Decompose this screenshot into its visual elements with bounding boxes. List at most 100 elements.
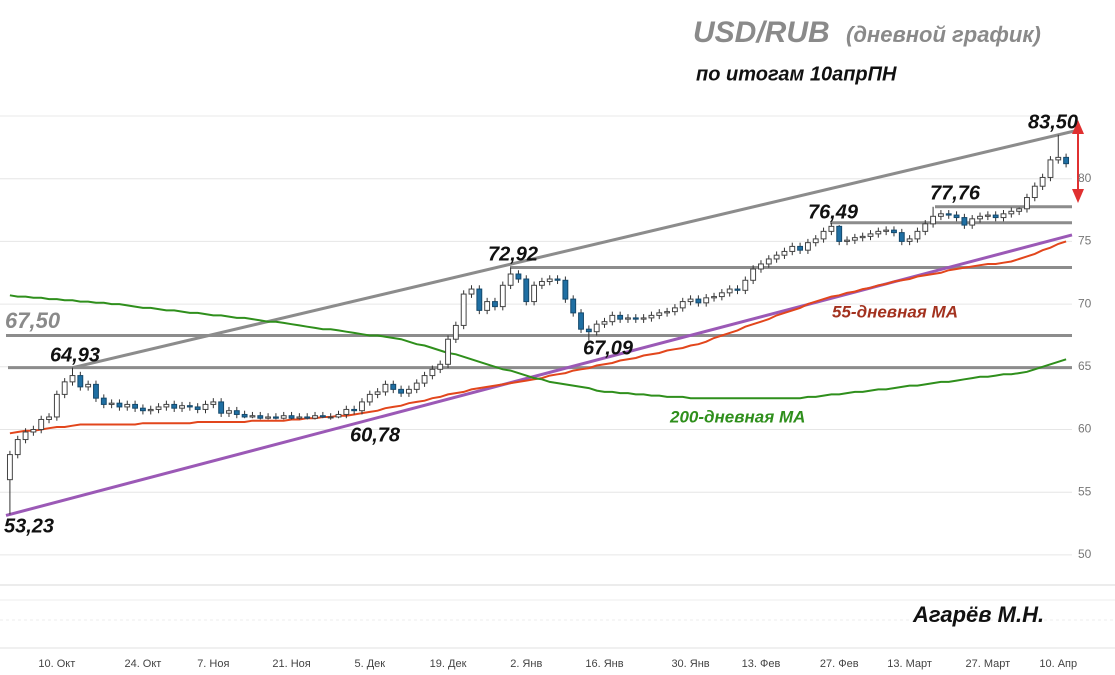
candle-body bbox=[265, 416, 272, 419]
candle-body bbox=[351, 408, 358, 412]
level-label: 60,78 bbox=[350, 424, 401, 446]
y-tick-label: 65 bbox=[1078, 359, 1092, 373]
candle-body bbox=[499, 284, 506, 308]
candle-body bbox=[1055, 156, 1062, 161]
candle-body bbox=[359, 401, 365, 412]
candle-body bbox=[844, 239, 850, 242]
candle-body bbox=[1008, 210, 1015, 215]
level-label: 67,50 bbox=[5, 308, 61, 333]
y-tick-label: 55 bbox=[1078, 484, 1092, 498]
candle-body bbox=[562, 279, 569, 300]
candle-body bbox=[335, 413, 342, 418]
candle-body bbox=[773, 254, 780, 260]
candle-body bbox=[820, 230, 827, 240]
candle-body bbox=[468, 288, 475, 295]
candle-body bbox=[945, 213, 952, 216]
candle-body bbox=[139, 407, 146, 412]
candle-body bbox=[546, 278, 553, 283]
candle-body bbox=[132, 403, 139, 409]
candle-body bbox=[445, 338, 451, 365]
candle-body bbox=[789, 245, 796, 252]
candle-body bbox=[476, 288, 483, 311]
chart-subtitle: по итогам 10апрПН bbox=[696, 63, 897, 85]
level-label: 77,76 bbox=[930, 182, 981, 204]
candle-body bbox=[898, 232, 905, 242]
candle-body bbox=[46, 416, 52, 420]
candle-body bbox=[429, 368, 436, 377]
y-tick-label: 75 bbox=[1078, 234, 1092, 248]
x-tick-label: 24. Окт bbox=[124, 658, 161, 670]
candle-body bbox=[1016, 208, 1023, 212]
candle-body bbox=[914, 230, 921, 240]
candle-body bbox=[69, 375, 76, 383]
candle-body bbox=[179, 405, 185, 409]
ma-line bbox=[9, 294, 1067, 400]
candle-body bbox=[484, 301, 491, 311]
ma-label: 200-дневная МА bbox=[669, 407, 805, 426]
candle-body bbox=[859, 235, 866, 239]
candle-body bbox=[585, 328, 592, 333]
candle-body bbox=[366, 393, 373, 403]
candle-body bbox=[38, 418, 45, 431]
candle-body bbox=[531, 284, 538, 303]
candle-body bbox=[296, 416, 303, 419]
candle-body bbox=[718, 292, 725, 298]
x-tick-label: 10. Апр bbox=[1039, 658, 1077, 670]
x-tick-label: 30. Янв bbox=[671, 658, 709, 670]
candle-body bbox=[703, 297, 710, 304]
candle-body bbox=[421, 375, 428, 384]
level-label: 53,23 bbox=[4, 515, 54, 537]
candle-body bbox=[812, 238, 819, 244]
candle-body bbox=[664, 311, 671, 314]
trend-line bbox=[72, 129, 1076, 370]
candle-body bbox=[969, 218, 976, 226]
candle-body bbox=[1039, 176, 1046, 187]
candle-body bbox=[828, 225, 835, 232]
candle-body bbox=[671, 307, 678, 313]
candle-body bbox=[836, 225, 843, 242]
candle-body bbox=[726, 288, 733, 294]
candle-body bbox=[77, 375, 84, 388]
x-tick-label: 13. Март bbox=[887, 658, 932, 670]
candle-body bbox=[984, 214, 991, 217]
candle-body bbox=[382, 383, 389, 393]
candle-body bbox=[937, 213, 944, 217]
candle-body bbox=[523, 278, 530, 303]
candle-body bbox=[249, 415, 256, 418]
candle-body bbox=[601, 321, 608, 325]
candle-body bbox=[374, 391, 381, 395]
candle-body bbox=[883, 229, 890, 232]
x-tick-label: 2. Янв bbox=[510, 658, 542, 670]
candle-body bbox=[30, 429, 37, 433]
candle-body bbox=[288, 415, 295, 419]
candle-body bbox=[961, 217, 968, 226]
candle-body bbox=[781, 250, 788, 256]
candle-body bbox=[413, 382, 420, 390]
candle-body bbox=[625, 317, 631, 320]
candle-body bbox=[6, 454, 13, 481]
candle-body bbox=[617, 314, 624, 320]
range-arrow bbox=[1072, 120, 1084, 203]
candle-body bbox=[155, 406, 162, 410]
candle-body bbox=[1063, 156, 1070, 165]
candle-body bbox=[797, 245, 804, 251]
candle-body bbox=[578, 312, 584, 330]
candle-body bbox=[14, 439, 21, 456]
candle-body bbox=[218, 401, 225, 414]
candle-body bbox=[609, 314, 616, 323]
x-tick-label: 16. Янв bbox=[585, 658, 623, 670]
candle-body bbox=[570, 298, 577, 314]
chart-title: USD/RUB bbox=[693, 16, 830, 49]
y-tick-label: 50 bbox=[1078, 547, 1092, 561]
candle-body bbox=[758, 263, 764, 270]
candle-body bbox=[124, 403, 131, 408]
candle-body bbox=[312, 415, 318, 419]
x-tick-label: 13. Фев bbox=[742, 658, 781, 670]
candle-body bbox=[977, 215, 983, 220]
candle-body bbox=[22, 431, 29, 441]
chart-title-note: (дневной график) bbox=[846, 22, 1041, 47]
candle-body bbox=[804, 242, 811, 251]
candle-body bbox=[343, 408, 350, 415]
candle-body bbox=[116, 402, 123, 408]
